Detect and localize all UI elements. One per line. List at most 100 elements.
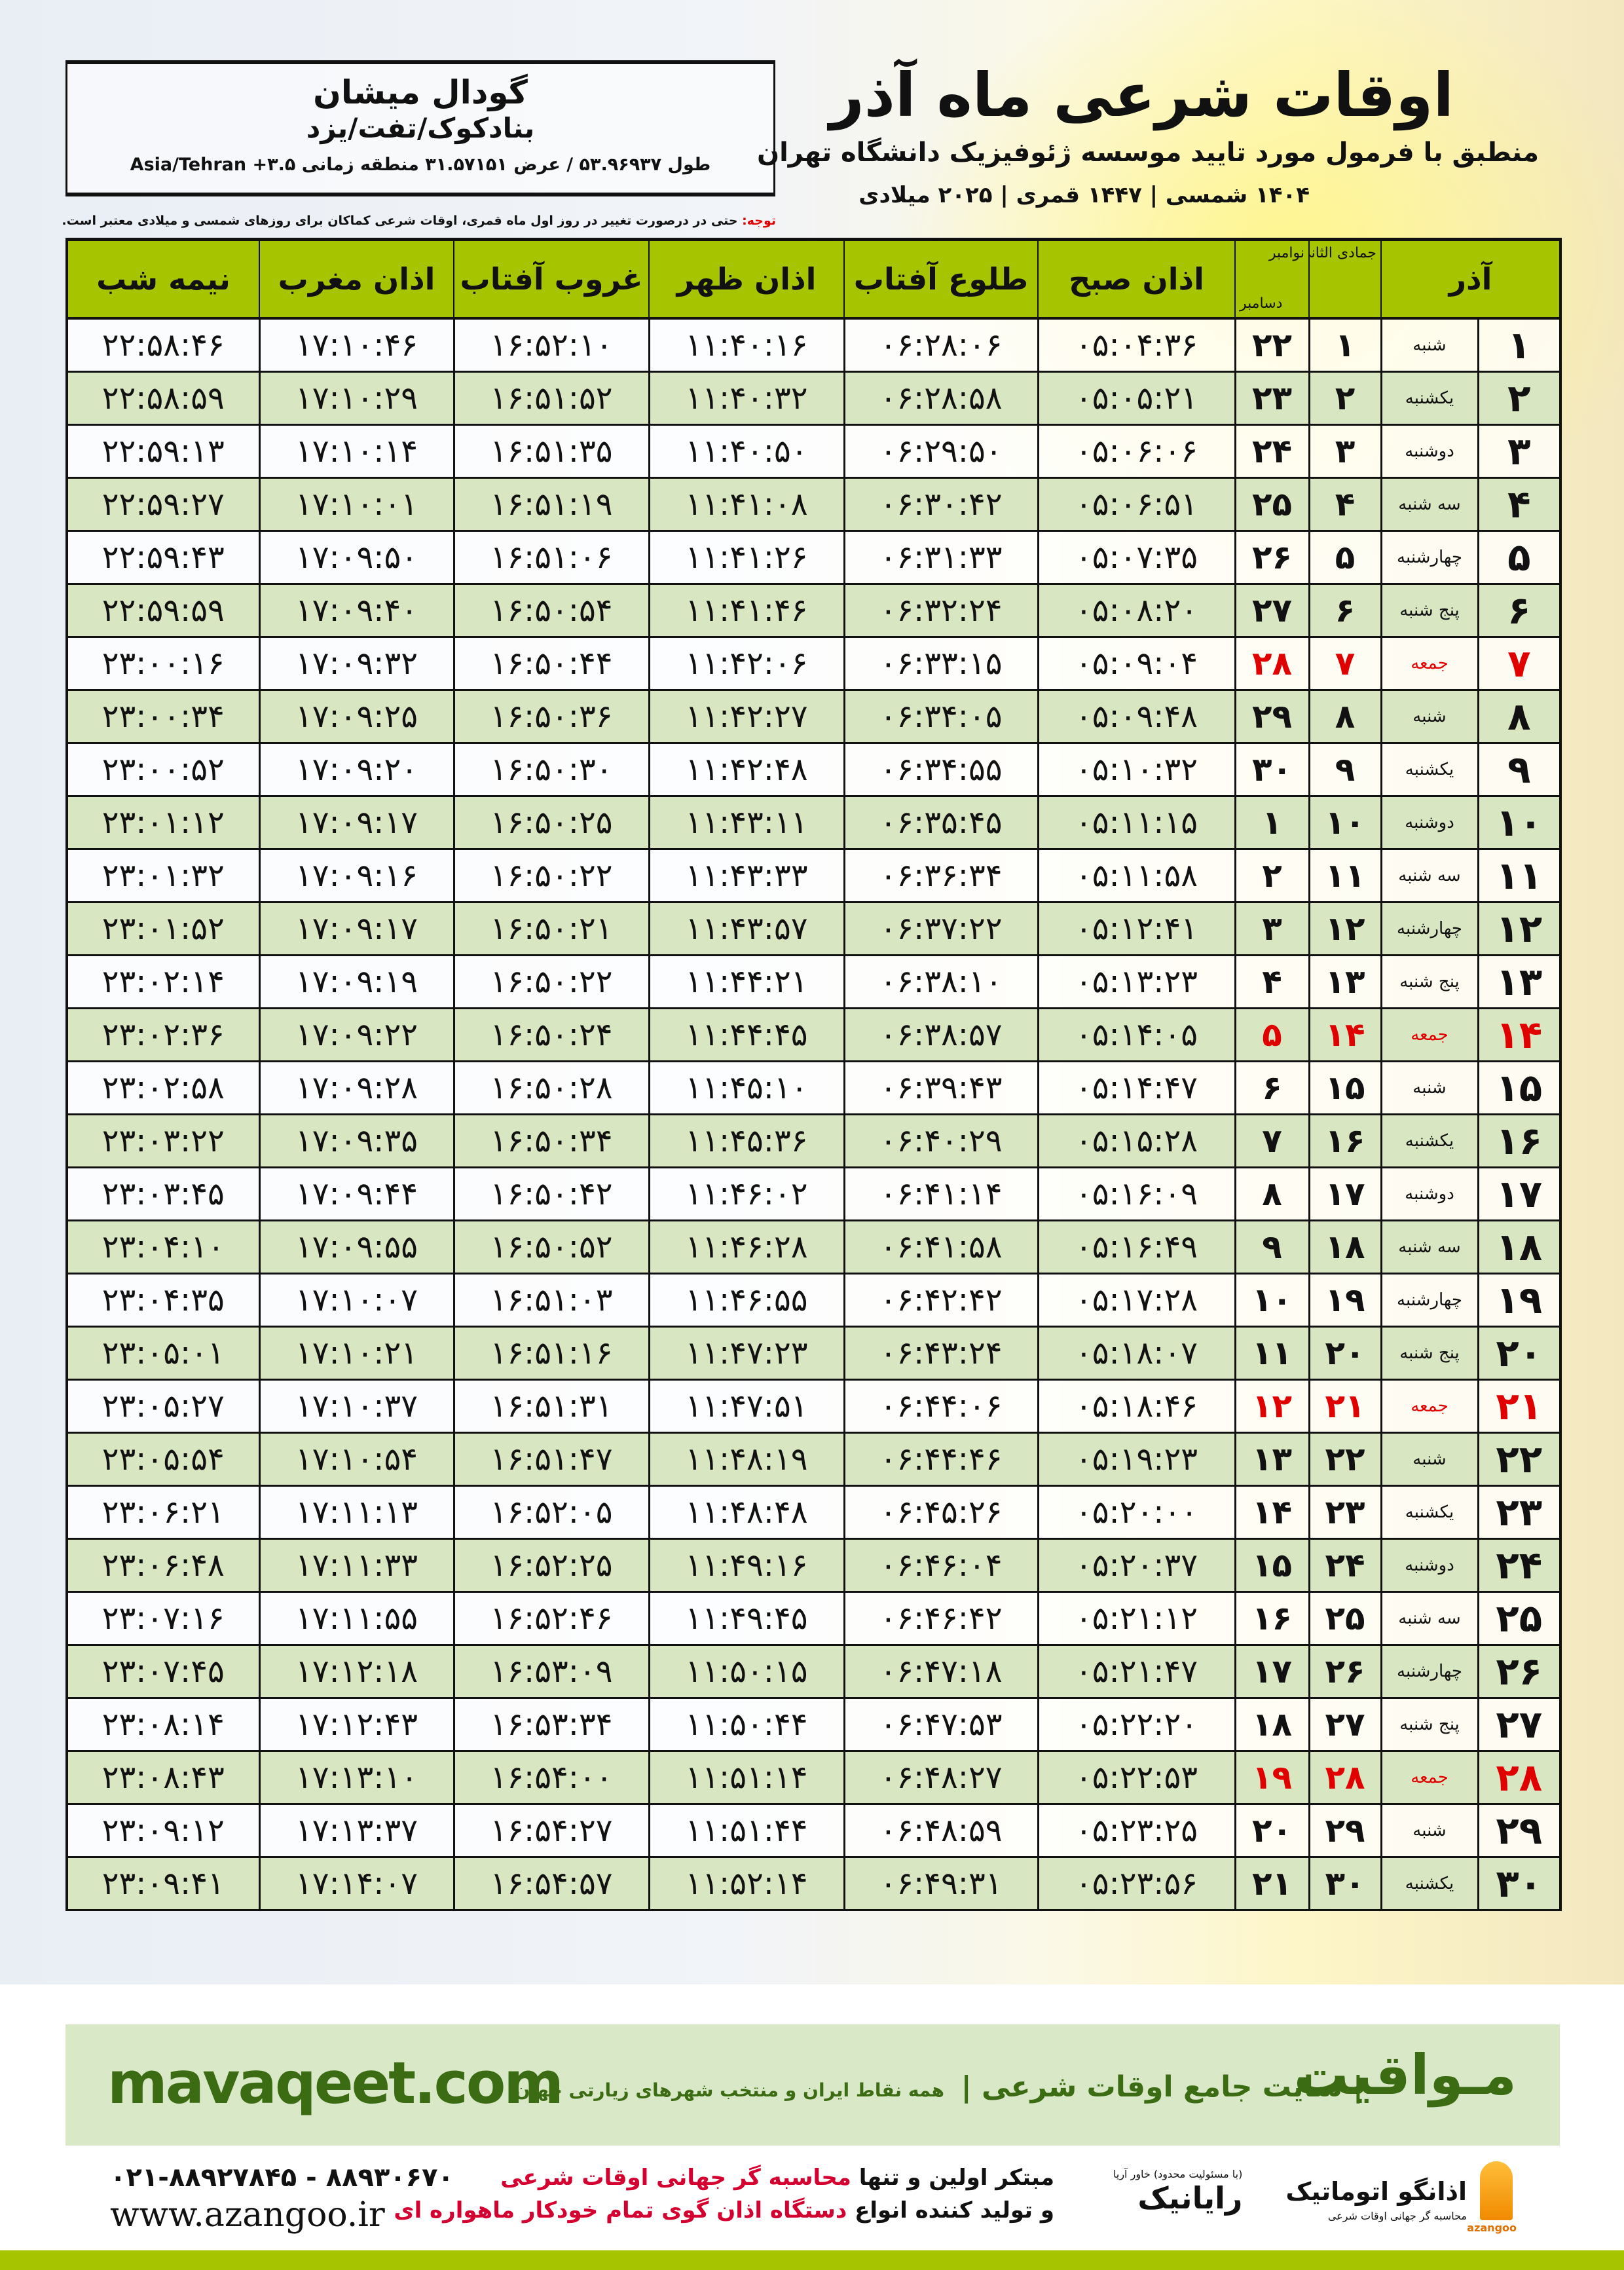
midnight-time-cell: ۲۳:۰۵:۲۷ bbox=[65, 1379, 261, 1434]
table-header-row: آذر جمادی الثانی نوامبر دسامبر اذان صبح ط… bbox=[67, 238, 1561, 320]
hijri-date-cell: ۲۹ bbox=[1308, 1803, 1382, 1858]
gregorian-date-cell: ۲۰ bbox=[1234, 1803, 1310, 1858]
weekday-cell: جمعه bbox=[1380, 1750, 1479, 1805]
maghrib-time-cell: ۱۷:۱۳:۳۷ bbox=[258, 1803, 455, 1858]
mavaqeet-banner[interactable]: مـواقیت | سایت جامع اوقات شرعی | همه نقا… bbox=[65, 2024, 1560, 2146]
day-cell: ۱۱ bbox=[1477, 848, 1562, 903]
dhuhr-time-cell: ۱۱:۴۹:۱۶ bbox=[648, 1538, 845, 1593]
weekday-cell: شنبه bbox=[1380, 1803, 1479, 1858]
midnight-time-cell: ۲۳:۰۲:۳۶ bbox=[65, 1007, 261, 1062]
sunrise-time-cell: ۰۶:۳۷:۲۲ bbox=[843, 901, 1039, 956]
header-hijri-label: جمادی الثانی bbox=[1299, 245, 1376, 261]
sunset-time-cell: ۱۶:۵۴:۰۰ bbox=[452, 1750, 650, 1805]
day-cell: ۲۵ bbox=[1477, 1591, 1562, 1646]
table-row: ۱۱ سه شنبه ۱۱ ۲ ۰۵:۱۱:۵۸ ۰۶:۳۶:۳۴ ۱۱:۴۳:۳۳ ۱۶:۵… bbox=[65, 848, 1562, 903]
fajr-time-cell: ۰۵:۲۱:۴۷ bbox=[1037, 1644, 1236, 1699]
day-cell: ۲۲ bbox=[1477, 1432, 1562, 1487]
sunrise-time-cell: ۰۶:۳۸:۱۰ bbox=[843, 954, 1039, 1009]
hijri-date-cell: ۱۸ bbox=[1308, 1219, 1382, 1275]
fajr-time-cell: ۰۵:۱۸:۰۷ bbox=[1037, 1326, 1236, 1381]
gregorian-date-cell: ۲۲ bbox=[1234, 317, 1310, 373]
day-cell: ۲۴ bbox=[1477, 1538, 1562, 1593]
gregorian-date-cell: ۴ bbox=[1234, 954, 1310, 1009]
midnight-time-cell: ۲۳:۰۲:۱۴ bbox=[65, 954, 261, 1009]
gregorian-date-cell: ۱۱ bbox=[1234, 1326, 1310, 1381]
gregorian-date-cell: ۲۹ bbox=[1234, 689, 1310, 744]
sunset-time-cell: ۱۶:۵۲:۲۵ bbox=[452, 1538, 650, 1593]
day-cell: ۷ bbox=[1477, 636, 1562, 691]
weekday-cell: چهارشنبه bbox=[1380, 901, 1479, 956]
mosque-dome-icon bbox=[1480, 2161, 1513, 2220]
sunset-time-cell: ۱۶:۵۴:۵۷ bbox=[452, 1856, 650, 1911]
maghrib-time-cell: ۱۷:۱۲:۱۸ bbox=[258, 1644, 455, 1699]
weekday-cell: جمعه bbox=[1380, 1007, 1479, 1062]
fajr-time-cell: ۰۵:۲۳:۲۵ bbox=[1037, 1803, 1236, 1858]
midnight-time-cell: ۲۳:۰۷:۱۶ bbox=[65, 1591, 261, 1646]
table-row: ۴ سه شنبه ۴ ۲۵ ۰۵:۰۶:۵۱ ۰۶:۳۰:۴۲ ۱۱:۴۱:۰۸ ۱۶:۵۱… bbox=[65, 477, 1562, 532]
day-cell: ۲۰ bbox=[1477, 1326, 1562, 1381]
day-cell: ۲۶ bbox=[1477, 1644, 1562, 1699]
weekday-cell: شنبه bbox=[1380, 317, 1479, 373]
table-row: ۲۷ پنج شنبه ۲۷ ۱۸ ۰۵:۲۲:۲۰ ۰۶:۴۷:۵۳ ۱۱:۵۰:۴۴ ۱۶… bbox=[65, 1697, 1562, 1752]
gregorian-date-cell: ۱۵ bbox=[1234, 1538, 1310, 1593]
day-cell: ۱۹ bbox=[1477, 1273, 1562, 1328]
gregorian-date-cell: ۱۷ bbox=[1234, 1644, 1310, 1699]
maghrib-time-cell: ۱۷:۱۰:۰۱ bbox=[258, 477, 455, 532]
maghrib-time-cell: ۱۷:۰۹:۴۰ bbox=[258, 583, 455, 638]
sunrise-time-cell: ۰۶:۲۸:۵۸ bbox=[843, 371, 1039, 426]
maghrib-time-cell: ۱۷:۱۰:۰۷ bbox=[258, 1273, 455, 1328]
header-sunset: غروب آفتاب bbox=[454, 238, 650, 320]
maghrib-time-cell: ۱۷:۰۹:۲۵ bbox=[258, 689, 455, 744]
mavaqeet-link[interactable]: mavaqeet.com bbox=[107, 2049, 564, 2117]
maghrib-time-cell: ۱۷:۰۹:۳۵ bbox=[258, 1113, 455, 1168]
day-cell: ۲۸ bbox=[1477, 1750, 1562, 1805]
sunrise-time-cell: ۰۶:۳۴:۵۵ bbox=[843, 742, 1039, 797]
weekday-cell: دوشنبه bbox=[1380, 1166, 1479, 1221]
table-row: ۲ یکشنبه ۲ ۲۳ ۰۵:۰۵:۲۱ ۰۶:۲۸:۵۸ ۱۱:۴۰:۳۲ ۱۶:۵۱:… bbox=[65, 371, 1562, 426]
weekday-cell: دوشنبه bbox=[1380, 1538, 1479, 1593]
day-cell: ۲۷ bbox=[1477, 1697, 1562, 1752]
weekday-cell: سه شنبه bbox=[1380, 1219, 1479, 1275]
fajr-time-cell: ۰۵:۱۷:۲۸ bbox=[1037, 1273, 1236, 1328]
maghrib-time-cell: ۱۷:۰۹:۲۸ bbox=[258, 1060, 455, 1115]
phone-numbers: ۰۲۱-۸۸۹۲۷۸۴۵ - ۸۸۹۳۰۶۷۰ bbox=[110, 2163, 454, 2193]
fajr-time-cell: ۰۵:۲۱:۱۲ bbox=[1037, 1591, 1236, 1646]
dhuhr-time-cell: ۱۱:۴۲:۲۷ bbox=[648, 689, 845, 744]
fajr-time-cell: ۰۵:۰۹:۰۴ bbox=[1037, 636, 1236, 691]
azangoo-logo-sub: محاسبه گر جهانی اوقات شرعی bbox=[1327, 2210, 1467, 2222]
day-cell: ۱۶ bbox=[1477, 1113, 1562, 1168]
sunset-time-cell: ۱۶:۵۱:۱۶ bbox=[452, 1326, 650, 1381]
azangoo-link[interactable]: www.azangoo.ir bbox=[110, 2195, 385, 2235]
banner-tagline: | سایت جامع اوقات شرعی | bbox=[961, 2070, 1363, 2104]
gregorian-date-cell: ۲۳ bbox=[1234, 371, 1310, 426]
sunset-time-cell: ۱۶:۵۱:۴۷ bbox=[452, 1432, 650, 1487]
note-text: حتی در درصورت تغییر در روز اول ماه قمری،… bbox=[62, 214, 743, 228]
table-row: ۱۴ جمعه ۱۴ ۵ ۰۵:۱۴:۰۵ ۰۶:۳۸:۵۷ ۱۱:۴۴:۴۵ ۱۶:۵۰:۲… bbox=[65, 1007, 1562, 1062]
midnight-time-cell: ۲۲:۵۹:۲۷ bbox=[65, 477, 261, 532]
weekday-cell: سه شنبه bbox=[1380, 848, 1479, 903]
table-row: ۱ شنبه ۱ ۲۲ ۰۵:۰۴:۳۶ ۰۶:۲۸:۰۶ ۱۱:۴۰:۱۶ ۱۶:۵۲:۱۰… bbox=[65, 317, 1562, 373]
dhuhr-time-cell: ۱۱:۴۰:۳۲ bbox=[648, 371, 845, 426]
midnight-time-cell: ۲۲:۵۸:۴۶ bbox=[65, 317, 261, 373]
table-row: ۲۲ شنبه ۲۲ ۱۳ ۰۵:۱۹:۲۳ ۰۶:۴۴:۴۶ ۱۱:۴۸:۱۹ ۱۶:۵۱:… bbox=[65, 1432, 1562, 1487]
hijri-date-cell: ۲۷ bbox=[1308, 1697, 1382, 1752]
dhuhr-time-cell: ۱۱:۴۸:۴۸ bbox=[648, 1485, 845, 1540]
header-gregorian-top: نوامبر bbox=[1268, 245, 1304, 261]
header-gregorian-bottom: دسامبر bbox=[1240, 295, 1283, 312]
dhuhr-time-cell: ۱۱:۴۴:۴۵ bbox=[648, 1007, 845, 1062]
gregorian-date-cell: ۳۰ bbox=[1234, 742, 1310, 797]
sunrise-time-cell: ۰۶:۲۸:۰۶ bbox=[843, 317, 1039, 373]
fajr-time-cell: ۰۵:۰۷:۳۵ bbox=[1037, 530, 1236, 585]
sunset-time-cell: ۱۶:۵۰:۴۲ bbox=[452, 1166, 650, 1221]
sunset-time-cell: ۱۶:۵۱:۳۵ bbox=[452, 424, 650, 479]
fajr-time-cell: ۰۵:۱۶:۰۹ bbox=[1037, 1166, 1236, 1221]
sunrise-time-cell: ۰۶:۳۴:۰۵ bbox=[843, 689, 1039, 744]
table-row: ۲۱ جمعه ۲۱ ۱۲ ۰۵:۱۸:۴۶ ۰۶:۴۴:۰۶ ۱۱:۴۷:۵۱ ۱۶:۵۱:… bbox=[65, 1379, 1562, 1434]
midnight-time-cell: ۲۳:۰۴:۱۰ bbox=[65, 1219, 261, 1275]
maghrib-time-cell: ۱۷:۱۲:۴۳ bbox=[258, 1697, 455, 1752]
day-cell: ۲۱ bbox=[1477, 1379, 1562, 1434]
weekday-cell: دوشنبه bbox=[1380, 424, 1479, 479]
hijri-date-cell: ۲۳ bbox=[1308, 1485, 1382, 1540]
midnight-time-cell: ۲۳:۰۰:۱۶ bbox=[65, 636, 261, 691]
table-row: ۱۸ سه شنبه ۱۸ ۹ ۰۵:۱۶:۴۹ ۰۶:۴۱:۵۸ ۱۱:۴۶:۲۸ ۱۶:۵… bbox=[65, 1219, 1562, 1275]
